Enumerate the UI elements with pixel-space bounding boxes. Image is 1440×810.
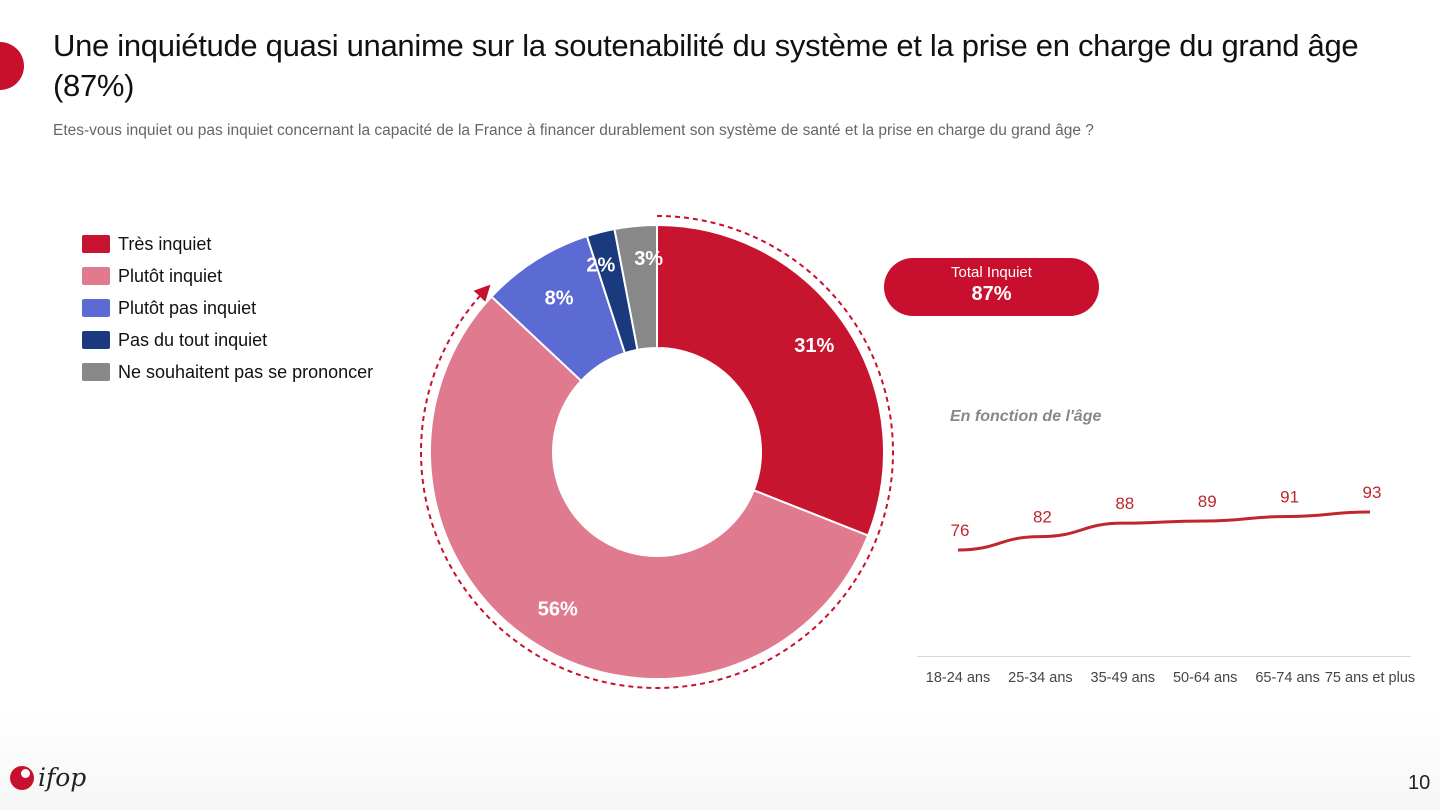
age-axis-line xyxy=(917,656,1411,657)
age-value-label: 89 xyxy=(1198,492,1217,511)
legend-item-plutot-inquiet: Plutôt inquiet xyxy=(82,260,373,292)
legend-label: Pas du tout inquiet xyxy=(118,329,268,350)
age-value-label: 91 xyxy=(1280,487,1299,506)
legend-label: Plutôt pas inquiet xyxy=(118,297,257,318)
age-value-label: 82 xyxy=(1033,508,1052,527)
legend-label: Très inquiet xyxy=(118,233,212,254)
age-category-label: 35-49 ans xyxy=(1091,670,1156,686)
legend-swatch xyxy=(82,267,110,285)
age-category-label: 25-34 ans xyxy=(1008,670,1073,686)
page-number: 10 xyxy=(1408,772,1431,794)
logo-dot-icon xyxy=(10,765,34,790)
slice-value-label: 3% xyxy=(634,248,663,270)
slice-value-label: 2% xyxy=(586,254,615,276)
legend-label: Plutôt inquiet xyxy=(118,265,223,286)
age-value-label: 88 xyxy=(1115,494,1134,513)
total-value: 87% xyxy=(971,283,1012,305)
age-category-label: 50-64 ans xyxy=(1173,670,1238,686)
age-value-label: 76 xyxy=(951,521,970,540)
legend-item-plutot-pas-inquiet: Plutôt pas inquiet xyxy=(82,292,373,324)
ifop-logo: ifop xyxy=(10,763,86,792)
age-category-label: 18-24 ans xyxy=(926,670,991,686)
donut-slice-ne-souhaitent-pas-se-prononcer xyxy=(613,223,658,352)
chart-legend: Très inquiet Plutôt inquiet Plutôt pas inq… xyxy=(82,228,373,388)
slice-value-label: 8% xyxy=(545,288,574,310)
legend-item-ne-souhaitent-pas-se-prononcer: Ne souhaitent pas se prononcer xyxy=(82,356,373,388)
age-section-title: En fonction de l'âge xyxy=(950,408,1102,425)
age-category-label: 75 ans et plus xyxy=(1325,670,1415,686)
legend-swatch xyxy=(82,299,110,317)
total-label: Total Inquiet xyxy=(951,264,1032,281)
total-inquiet-arc xyxy=(420,215,894,689)
donut-slice-tres-inquiet xyxy=(656,223,885,537)
slice-value-label: 31% xyxy=(794,335,834,357)
logo-text: ifop xyxy=(38,763,87,792)
legend-label: Ne souhaitent pas se prononcer xyxy=(118,361,374,382)
question-subtitle: Etes-vous inquiet ou pas inquiet concern… xyxy=(53,122,1094,139)
donut-slice-plutot-inquiet xyxy=(429,295,870,680)
age-value-label: 93 xyxy=(1363,483,1382,502)
slice-value-label: 56% xyxy=(538,598,578,620)
legend-swatch xyxy=(82,235,110,253)
legend-item-tres-inquiet: Très inquiet xyxy=(82,228,373,260)
legend-item-pas-du-tout-inquiet: Pas du tout inquiet xyxy=(82,324,373,356)
age-trend-line xyxy=(957,510,1371,552)
legend-swatch xyxy=(82,363,110,381)
legend-swatch xyxy=(82,331,110,349)
total-inquiet-badge: Total Inquiet 87% xyxy=(884,258,1099,316)
page-title: Une inquiétude quasi unanime sur la sout… xyxy=(53,28,1359,103)
age-category-label: 65-74 ans xyxy=(1255,670,1320,686)
